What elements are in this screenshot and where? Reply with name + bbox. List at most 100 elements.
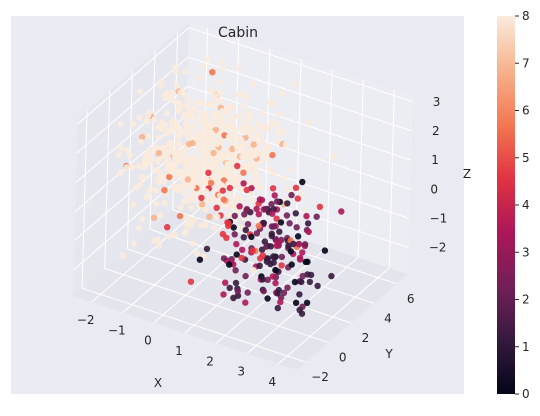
point-cabin-2 — [231, 231, 238, 238]
gridline-x-floor — [278, 267, 390, 365]
point-cabin-7 — [248, 130, 255, 137]
point-cabin-7 — [173, 68, 180, 75]
point-cabin-0 — [196, 256, 204, 263]
point-cabin-7 — [217, 97, 224, 105]
point-cabin-7 — [255, 130, 262, 138]
point-cabin-7 — [235, 113, 242, 120]
point-cabin-1 — [203, 245, 211, 253]
point-cabin-7 — [123, 164, 130, 171]
point-cabin-2 — [286, 220, 293, 227]
gridline-z-left — [76, 56, 189, 154]
point-cabin-7 — [261, 144, 269, 151]
point-cabin-4 — [205, 169, 212, 176]
point-cabin-7 — [171, 231, 178, 238]
point-cabin-7 — [266, 165, 273, 173]
point-cabin-7 — [214, 140, 221, 147]
point-cabin-7 — [153, 200, 160, 207]
point-cabin-3 — [271, 192, 278, 199]
point-cabin-6 — [189, 139, 196, 147]
gridline-x-floor — [153, 226, 266, 324]
point-cabin-7 — [130, 201, 137, 208]
z-tick-label: 1 — [431, 153, 439, 167]
y-tick-label: −2 — [311, 370, 329, 384]
point-cabin-1 — [261, 238, 268, 245]
point-cabin-7 — [237, 197, 244, 204]
gridline-x-back — [264, 48, 271, 227]
point-cabin-7 — [180, 182, 187, 190]
point-cabin-1 — [328, 272, 335, 280]
point-cabin-7 — [217, 89, 224, 96]
point-cabin-7 — [151, 116, 158, 123]
point-cabin-1 — [284, 200, 291, 207]
point-cabin-6 — [250, 141, 257, 148]
point-cabin-7 — [156, 169, 163, 177]
point-cabin-7 — [215, 79, 223, 86]
point-cabin-4 — [292, 184, 300, 191]
scatter-points — [115, 56, 345, 317]
point-cabin-1 — [298, 278, 305, 286]
point-cabin-7 — [234, 144, 241, 151]
z-tick-label: 0 — [430, 182, 438, 196]
point-cabin-2 — [288, 191, 295, 199]
point-cabin-7 — [135, 162, 143, 170]
point-cabin-7 — [176, 106, 183, 114]
point-cabin-1 — [296, 306, 303, 314]
point-cabin-7 — [155, 134, 163, 141]
point-cabin-7 — [190, 169, 197, 176]
point-cabin-7 — [155, 242, 163, 249]
point-cabin-2 — [293, 224, 300, 231]
point-cabin-7 — [135, 114, 143, 121]
point-cabin-3 — [258, 196, 266, 204]
point-cabin-7 — [237, 136, 245, 143]
point-cabin-1 — [304, 220, 312, 227]
point-cabin-2 — [301, 241, 309, 248]
point-cabin-5 — [269, 151, 276, 159]
point-cabin-6 — [199, 201, 206, 208]
point-cabin-5 — [240, 169, 247, 176]
point-cabin-7 — [143, 194, 151, 201]
point-cabin-2 — [260, 288, 267, 295]
point-cabin-7 — [275, 111, 282, 118]
point-cabin-7 — [227, 191, 234, 198]
left-pane — [73, 22, 189, 296]
point-cabin-7 — [143, 117, 150, 125]
point-cabin-4 — [226, 184, 234, 192]
gridline-y-left — [126, 70, 133, 249]
point-cabin-4 — [213, 204, 220, 211]
point-cabin-7 — [239, 147, 247, 155]
point-cabin-4 — [187, 278, 195, 285]
point-cabin-3 — [239, 246, 246, 253]
point-cabin-7 — [184, 112, 191, 119]
point-cabin-7 — [274, 121, 281, 128]
point-cabin-7 — [247, 197, 254, 204]
point-cabin-7 — [258, 110, 266, 117]
point-cabin-7 — [146, 109, 153, 116]
point-cabin-3 — [277, 298, 284, 306]
point-cabin-7 — [190, 123, 197, 131]
point-cabin-7 — [180, 172, 188, 179]
point-cabin-7 — [188, 204, 195, 211]
point-cabin-2 — [268, 223, 276, 230]
point-cabin-2 — [231, 212, 238, 220]
point-cabin-7 — [239, 153, 246, 160]
point-cabin-3 — [269, 210, 276, 217]
point-cabin-2 — [244, 221, 252, 228]
point-cabin-7 — [246, 179, 254, 186]
point-cabin-7 — [174, 186, 181, 193]
point-cabin-7 — [204, 125, 211, 132]
point-cabin-7 — [197, 129, 204, 136]
point-cabin-7 — [182, 230, 189, 237]
point-cabin-1 — [230, 294, 237, 302]
colorbar: 0 1 2 3 4 5 6 7 8 — [497, 9, 530, 401]
point-cabin-7 — [243, 109, 251, 116]
point-cabin-7 — [207, 197, 215, 204]
point-cabin-7 — [271, 170, 278, 177]
point-cabin-7 — [223, 108, 230, 116]
point-cabin-7 — [202, 135, 209, 142]
point-cabin-7 — [188, 194, 195, 201]
gridline-x-floor — [91, 205, 203, 303]
point-cabin-1 — [260, 219, 267, 227]
gridline-x-floor — [184, 236, 297, 334]
colorbar-tick-label: 3 — [522, 245, 530, 259]
